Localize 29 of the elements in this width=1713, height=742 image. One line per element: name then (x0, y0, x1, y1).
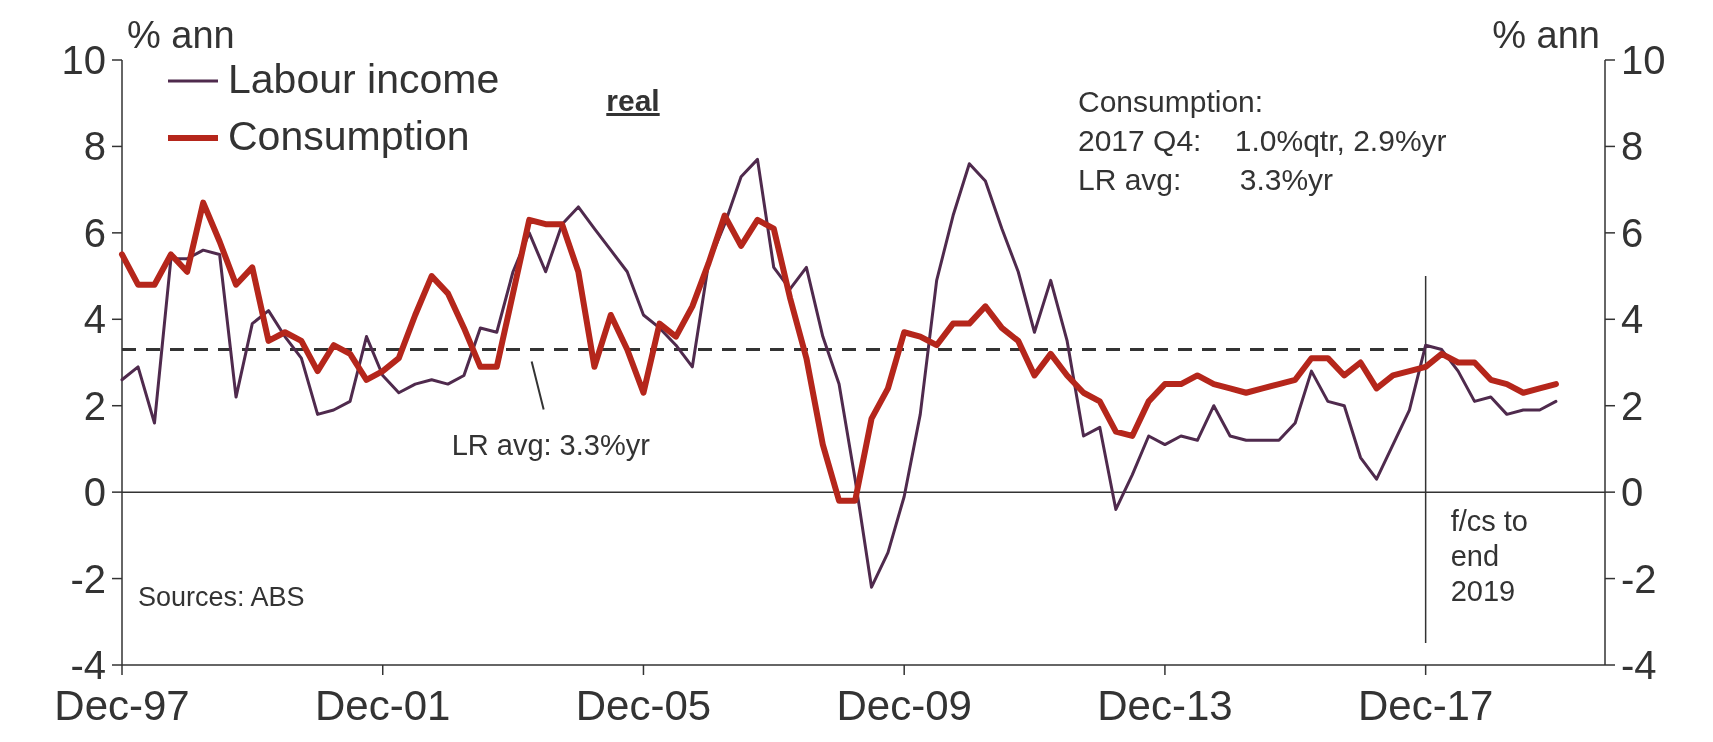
y-tick-label: -2 (70, 556, 106, 601)
annotation: Sources: ABS (138, 582, 305, 612)
legend-label: Labour income (228, 56, 500, 102)
y2-tick-label: -2 (1621, 556, 1657, 601)
y2-tick-label: -4 (1621, 643, 1657, 687)
y-tick-label: 6 (83, 210, 106, 255)
x-tick-label: Dec-09 (836, 682, 972, 729)
x-tick-label: Dec-13 (1097, 682, 1233, 729)
y2-axis-title: % ann (1492, 14, 1600, 56)
ref-line-label: LR avg: 3.3%yr (451, 428, 651, 461)
x-tick-label: Dec-17 (1357, 682, 1494, 729)
y2-tick-label: 2 (1621, 383, 1644, 428)
x-tick-label: Dec-05 (575, 682, 712, 729)
y-tick-label: 8 (83, 124, 106, 169)
y2-tick-label: 10 (1621, 38, 1666, 82)
y2-tick-label: 8 (1621, 124, 1644, 169)
ref-line-label: f/cs to end 2019 (1450, 505, 1529, 607)
y-tick-label: 4 (83, 297, 106, 342)
legend-label: Consumption (228, 113, 470, 159)
y2-tick-label: 6 (1621, 210, 1644, 255)
annotation: Consumption: 2017 Q4: 1.0%qtr, 2.9%yr LR avg: 3.3%yr (1078, 85, 1447, 196)
y-tick-label: 10 (61, 38, 106, 82)
annotation: real (606, 84, 660, 117)
y2-tick-label: 0 (1621, 470, 1644, 515)
y-axis-title: % ann (127, 14, 235, 56)
y-tick-label: 2 (83, 383, 106, 428)
y-tick-label: 0 (83, 470, 106, 515)
x-tick-label: Dec-01 (315, 682, 451, 729)
y2-tick-label: 4 (1621, 297, 1644, 342)
